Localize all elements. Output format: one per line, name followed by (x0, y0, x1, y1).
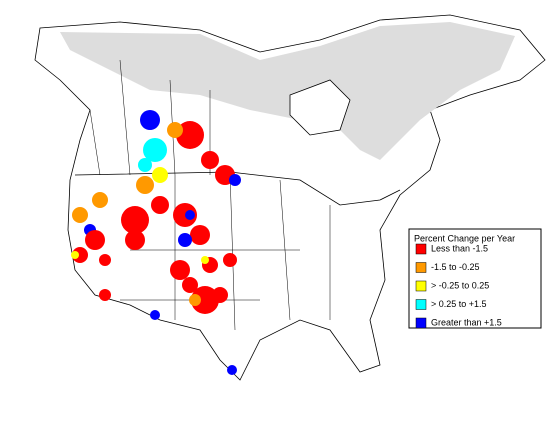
legend-label: > -0.25 to 0.25 (431, 280, 489, 290)
data-region (229, 174, 241, 186)
data-region (99, 254, 111, 266)
data-regions (71, 110, 241, 375)
data-region (167, 122, 183, 138)
legend-title: Percent Change per Year (414, 233, 515, 243)
data-region (185, 210, 195, 220)
data-region (85, 230, 105, 250)
legend-box (408, 228, 542, 329)
data-region (152, 167, 168, 183)
border (74, 171, 401, 206)
legend-swatch (415, 299, 427, 310)
data-region (150, 310, 160, 320)
data-region (176, 121, 204, 149)
legend-label: -1.5 to -0.25 (431, 262, 480, 272)
legend-label: > 0.25 to +1.5 (431, 299, 487, 309)
legend-label: Less than -1.5 (431, 243, 488, 253)
data-region (136, 176, 154, 194)
data-region (99, 289, 111, 301)
data-region (182, 277, 198, 293)
data-region (138, 158, 152, 172)
data-region (121, 206, 149, 234)
legend-swatch (415, 243, 427, 255)
legend-swatch (415, 317, 427, 329)
data-region (227, 365, 237, 375)
data-region (212, 287, 228, 303)
base-map (34, 14, 546, 381)
data-region (72, 247, 88, 263)
legend-swatch (415, 262, 427, 273)
data-region (178, 233, 192, 247)
data-region (223, 253, 237, 267)
data-region (140, 110, 160, 130)
data-region (170, 260, 190, 280)
legend-items: Less than -1.5 -1.5 to -0.25 > -0.25 to 0.… (415, 243, 502, 329)
data-region (92, 192, 108, 208)
tundra-region (60, 22, 515, 160)
data-region (71, 251, 79, 259)
legend-label: Greater than +1.5 (431, 317, 502, 327)
data-region (143, 138, 167, 162)
data-region (151, 196, 169, 214)
data-region (201, 151, 219, 169)
data-region (189, 294, 201, 306)
data-region (125, 230, 145, 250)
data-region (201, 256, 209, 264)
data-region (72, 207, 88, 223)
hudson-bay (289, 79, 351, 136)
data-region (191, 286, 219, 314)
data-region (190, 225, 210, 245)
legend-swatch (415, 280, 427, 292)
